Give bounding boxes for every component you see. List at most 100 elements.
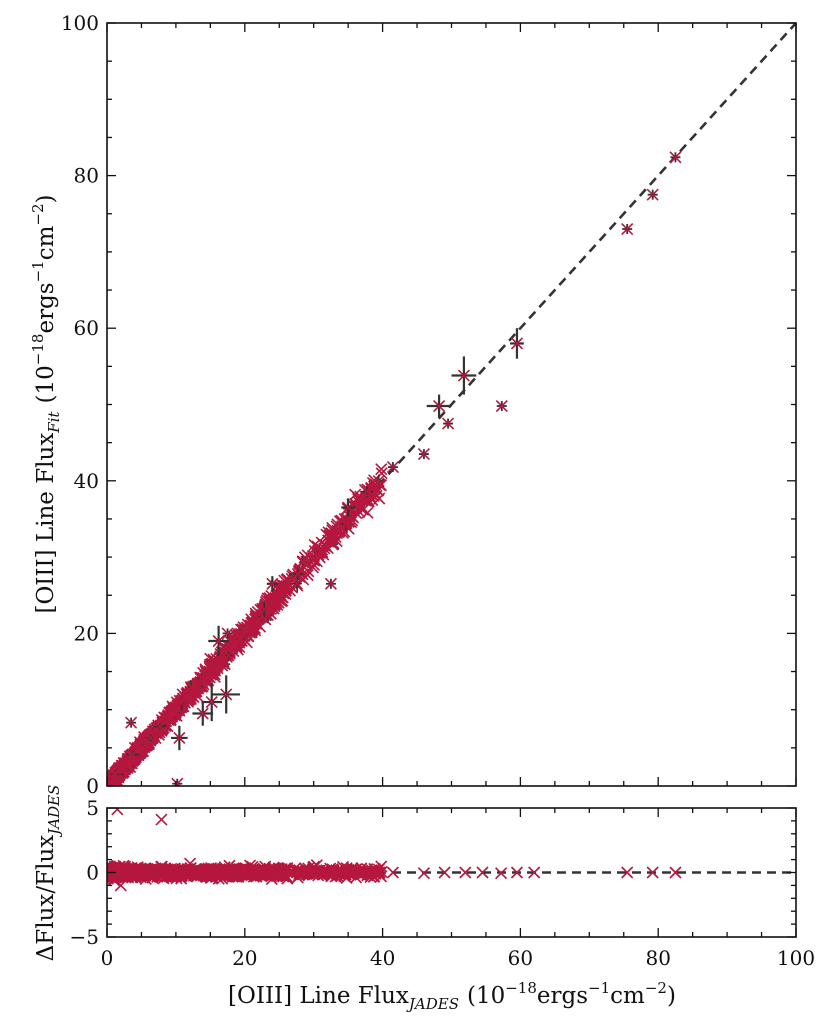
x-tick-label: 80 xyxy=(645,946,670,970)
outlier-point xyxy=(171,777,184,786)
data-point xyxy=(323,529,336,542)
data-point xyxy=(190,680,203,693)
data-point xyxy=(268,600,281,613)
residual-point xyxy=(190,866,203,879)
residual-point xyxy=(510,866,524,879)
outlier-point xyxy=(125,716,138,729)
data-point xyxy=(322,526,335,539)
errorbar-point xyxy=(208,625,229,657)
residual-point xyxy=(335,867,348,880)
errorbar-point xyxy=(341,498,356,517)
data-point xyxy=(193,680,206,693)
main-ticks: 0 20 40 60 80 100 xyxy=(61,11,797,798)
y-tick-label: 20 xyxy=(74,621,99,645)
residual-point xyxy=(367,870,380,883)
data-point xyxy=(214,650,227,663)
residual-point xyxy=(311,866,324,879)
residual-point xyxy=(345,867,358,880)
data-point xyxy=(441,417,455,430)
errorbar-point xyxy=(192,701,214,726)
data-point xyxy=(144,731,157,745)
residual-point xyxy=(144,863,157,876)
data-point xyxy=(254,620,267,633)
errorbar-point xyxy=(171,725,188,751)
outlier-point xyxy=(221,627,234,640)
data-point xyxy=(373,478,386,491)
residual-point xyxy=(271,866,284,879)
errorbar-point xyxy=(510,328,524,359)
data-point xyxy=(259,613,272,626)
residual-point xyxy=(646,866,659,879)
data-point xyxy=(360,485,373,498)
residual-y-tick-label: −5 xyxy=(70,925,99,949)
residual-point xyxy=(386,866,400,879)
data-point xyxy=(342,501,355,514)
data-point xyxy=(220,688,233,701)
data-point xyxy=(646,188,659,201)
x-tick-label: 100 xyxy=(777,946,815,970)
residual-point xyxy=(176,866,189,879)
data-point xyxy=(495,399,508,413)
residual-plot-area xyxy=(107,808,796,892)
residual-point xyxy=(268,865,281,878)
main-y-axis-label: [OIII] Line FluxFit(10−18ergs−1cm−2) xyxy=(29,194,63,613)
data-point xyxy=(212,634,225,648)
residual-point xyxy=(204,865,217,878)
residual-y-axis-label: ΔFlux/FluxJADES xyxy=(33,785,63,962)
data-point xyxy=(111,774,124,786)
data-point xyxy=(510,337,524,350)
outlier-point xyxy=(621,222,634,236)
data-point xyxy=(272,592,285,605)
data-point xyxy=(120,757,133,770)
data-point xyxy=(417,448,431,461)
main-panel: 0 20 40 60 80 100 xyxy=(61,11,797,798)
residual-point xyxy=(495,867,508,880)
data-point xyxy=(146,725,159,738)
x-tick-label: 0 xyxy=(101,946,114,970)
data-point xyxy=(167,707,181,720)
residual-y-tick-label: 5 xyxy=(86,796,99,820)
data-point xyxy=(214,647,227,661)
data-point xyxy=(290,577,304,590)
residual-point xyxy=(528,866,541,879)
data-point xyxy=(335,521,349,534)
outlier-point xyxy=(495,399,508,413)
data-point xyxy=(133,743,146,756)
data-point xyxy=(125,749,138,762)
residual-point xyxy=(352,865,365,878)
data-point xyxy=(121,755,134,768)
residual-y-tick-label: 0 xyxy=(86,861,99,885)
data-point xyxy=(258,603,271,616)
errorbar-point xyxy=(201,682,223,722)
data-point xyxy=(249,624,262,637)
data-point xyxy=(268,598,281,611)
data-point xyxy=(291,567,304,581)
data-point xyxy=(119,759,133,772)
data-point xyxy=(266,577,279,590)
data-point xyxy=(324,577,337,590)
data-point xyxy=(457,369,470,382)
residual-point xyxy=(179,866,192,879)
residual-outlier xyxy=(155,813,168,826)
x-tick-label: 40 xyxy=(370,946,395,970)
data-point xyxy=(171,777,184,786)
x-tick-label: 20 xyxy=(232,946,257,970)
residual-point xyxy=(241,864,254,878)
errorbar-point xyxy=(212,675,240,714)
residual-point xyxy=(208,865,221,878)
data-point xyxy=(246,615,259,629)
residual-point xyxy=(669,866,682,879)
data-point xyxy=(205,696,218,709)
residual-point xyxy=(417,867,431,880)
y-tick-label: 0 xyxy=(86,774,99,798)
data-point xyxy=(176,692,190,705)
data-point xyxy=(208,660,221,673)
residual-point xyxy=(348,866,361,879)
data-point xyxy=(238,626,251,639)
residual-point xyxy=(246,864,259,877)
y-tick-label: 100 xyxy=(61,11,99,35)
x-tick-label: 60 xyxy=(508,946,533,970)
residual-point xyxy=(621,866,634,879)
data-point xyxy=(230,636,243,649)
